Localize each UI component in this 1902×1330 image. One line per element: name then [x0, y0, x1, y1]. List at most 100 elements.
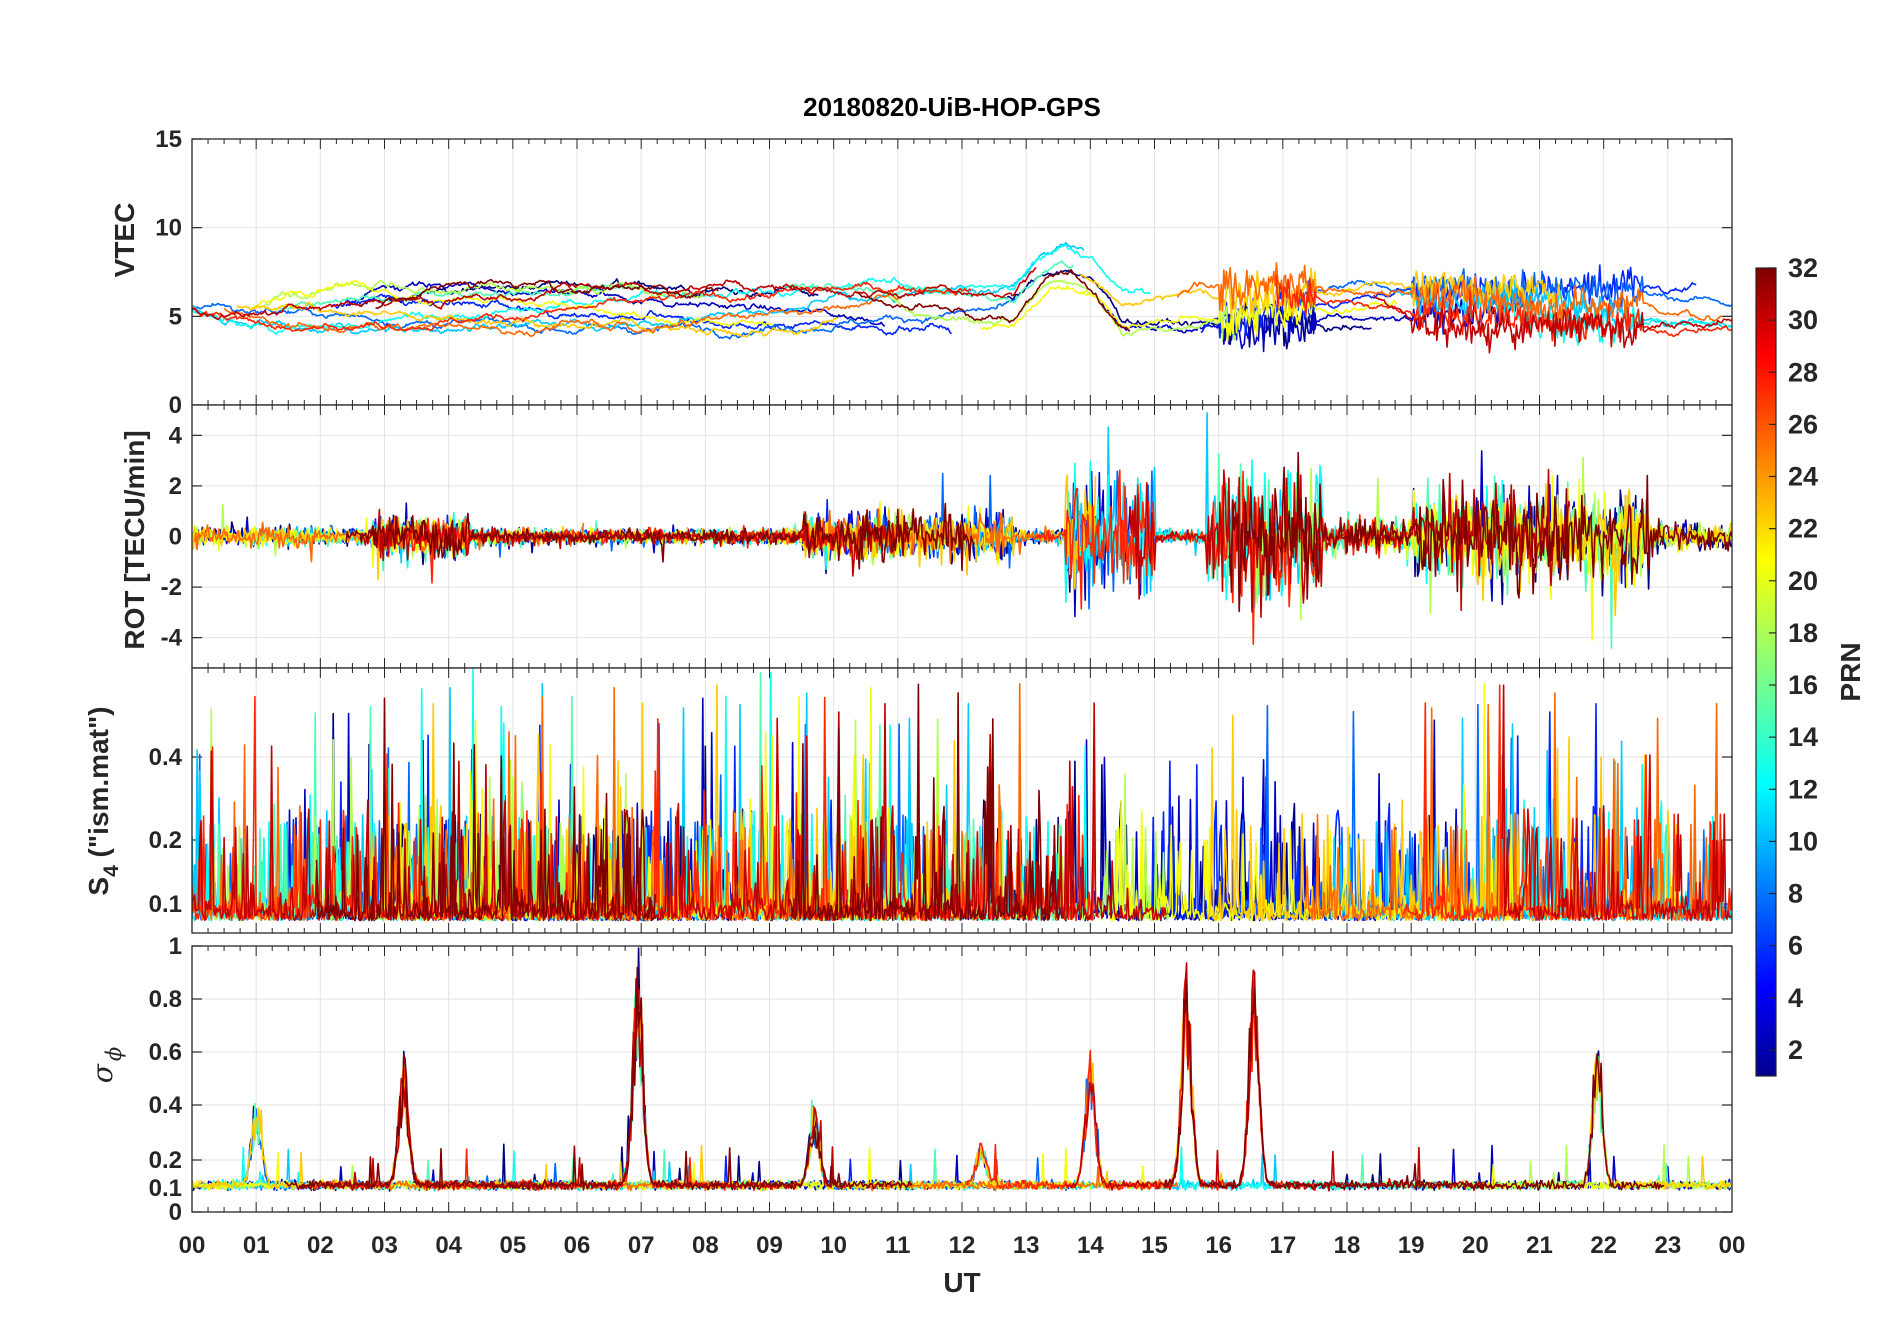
x-tick-label: 04	[435, 1232, 462, 1259]
x-tick-label: 01	[243, 1232, 270, 1259]
x-tick-labels: 00 01 02 03 04 05 06 07 08 09 10 11 12 13 14 15 16 17 18 19…	[179, 1232, 1746, 1259]
sigma-ylabel-main: σ	[86, 1063, 119, 1083]
y-tick-label: 0	[169, 524, 182, 551]
y-tick-label: 0	[169, 1199, 182, 1226]
x-tick-label: 14	[1077, 1232, 1104, 1259]
svg-text:σϕ: σϕ	[86, 1047, 126, 1083]
x-tick-label: 05	[499, 1232, 526, 1259]
y-tick-label: 0.4	[149, 1092, 183, 1119]
x-tick-label: 08	[692, 1232, 719, 1259]
prn-series-line	[1275, 275, 1732, 342]
x-tick-label: 17	[1269, 1232, 1296, 1259]
prn-series-line	[1228, 451, 1732, 613]
y-tick-label: 0	[169, 392, 182, 419]
y-tick-label: 0.1	[149, 1175, 182, 1202]
prn-series-line	[192, 281, 972, 332]
colorbar-tick-label: 6	[1788, 931, 1803, 961]
s4-panel: 0.1 0.2 0.4	[149, 667, 1733, 934]
y-tick-label: 0.2	[149, 827, 182, 854]
x-tick-label: 00	[1719, 1232, 1746, 1259]
x-tick-label: 12	[949, 1232, 976, 1259]
prn-series-line	[1176, 261, 1723, 324]
rot-panel: -4 -2 0 2 4	[161, 404, 1733, 669]
series-group	[192, 242, 1732, 354]
colorbar-tick-label: 2	[1788, 1035, 1803, 1065]
prn-series-line	[790, 683, 1063, 922]
y-tick-label: 1	[169, 933, 182, 960]
y-tick-label: 4	[169, 422, 183, 449]
s4-ylabel-sub: 4	[100, 865, 123, 877]
vtec-panel: 0 5 10 15	[155, 126, 1733, 419]
y-tick-label: 0.8	[149, 986, 182, 1013]
y-tick-label: 0.4	[149, 744, 183, 771]
prn-series-line	[1501, 684, 1732, 922]
series-group	[192, 668, 1732, 922]
colorbar-tick-label: 28	[1788, 357, 1818, 387]
y-tick-label: 0.2	[149, 1147, 182, 1174]
x-tick-label: 07	[628, 1232, 655, 1259]
x-tick-label: 21	[1526, 1232, 1553, 1259]
y-tick-label: 15	[155, 126, 182, 153]
colorbar-tick-label: 32	[1788, 253, 1818, 283]
y-tick-label: -4	[161, 625, 183, 652]
x-tick-label: 00	[179, 1232, 206, 1259]
colorbar-tick-label: 24	[1788, 462, 1818, 492]
prn-series-line	[1162, 980, 1665, 1191]
colorbar-tick-label: 4	[1788, 983, 1803, 1013]
series-group	[192, 412, 1732, 650]
x-tick-label: 20	[1462, 1232, 1489, 1259]
prn-series-line	[285, 966, 913, 1191]
prn-series-line	[345, 502, 975, 572]
prn-series-line	[236, 301, 838, 338]
sigma-ylabel-sub: ϕ	[102, 1047, 126, 1061]
vtec-ylabel: VTEC	[109, 203, 140, 278]
colorbar-tick-label: 26	[1788, 409, 1818, 439]
prn-series-line	[980, 285, 1398, 343]
y-tick-label: -2	[161, 574, 182, 601]
x-tick-label: 15	[1141, 1232, 1168, 1259]
prn-series-line	[315, 697, 657, 922]
y-tick-label: 10	[155, 215, 182, 242]
colorbar-tick-label: 18	[1788, 618, 1818, 648]
prn-series-line	[223, 293, 905, 338]
colorbar-tick-label: 8	[1788, 879, 1803, 909]
prn-series-line	[263, 279, 706, 307]
y-tick-label: 0.6	[149, 1039, 182, 1066]
prn-series-line	[1373, 294, 1732, 354]
x-tick-label: 13	[1013, 1232, 1040, 1259]
plot-frame	[191, 945, 1733, 1213]
sigma-phi-panel: 00.10.2 0.4 0.6 0.8 1	[149, 933, 1733, 1226]
x-axis-label: UT	[943, 1267, 980, 1298]
chart-title: 20180820-UiB-HOP-GPS	[803, 92, 1101, 122]
prn-series-line	[1065, 962, 1503, 1192]
plot-frame	[191, 667, 1733, 934]
prn-series-line	[883, 279, 1237, 342]
x-tick-label: 09	[756, 1232, 783, 1259]
colorbar-tick-label: 30	[1788, 305, 1818, 335]
sigma-phi-ylabel: σϕ	[86, 1047, 126, 1083]
prn-series-line	[1495, 287, 1732, 346]
colorbar-tick-label: 22	[1788, 514, 1818, 544]
s4-ylabel: S4 ("ism.mat")	[83, 706, 123, 895]
colorbar-tick-label: 14	[1788, 722, 1818, 752]
series-group	[192, 947, 1732, 1192]
prn-series-line	[1079, 267, 1561, 320]
colorbar-tick-label: 20	[1788, 566, 1818, 596]
s4-ylabel-main: S	[83, 877, 114, 896]
prn-series-line	[375, 278, 719, 310]
x-tick-label: 16	[1205, 1232, 1232, 1259]
y-tick-label: 0.1	[149, 891, 182, 918]
y-tick-label: 5	[169, 303, 182, 330]
colorbar-tick-label: 10	[1788, 826, 1818, 856]
x-tick-label: 06	[564, 1232, 591, 1259]
x-tick-label: 19	[1398, 1232, 1425, 1259]
x-tick-label: 11	[885, 1232, 910, 1259]
x-tick-label: 02	[307, 1232, 334, 1259]
colorbar-gradient	[1755, 267, 1777, 1077]
x-tick-label: 10	[820, 1232, 847, 1259]
prn-series-line	[192, 702, 1167, 922]
rot-ylabel: ROT [TECU/min]	[119, 430, 150, 649]
colorbar-tick-label: 16	[1788, 670, 1818, 700]
